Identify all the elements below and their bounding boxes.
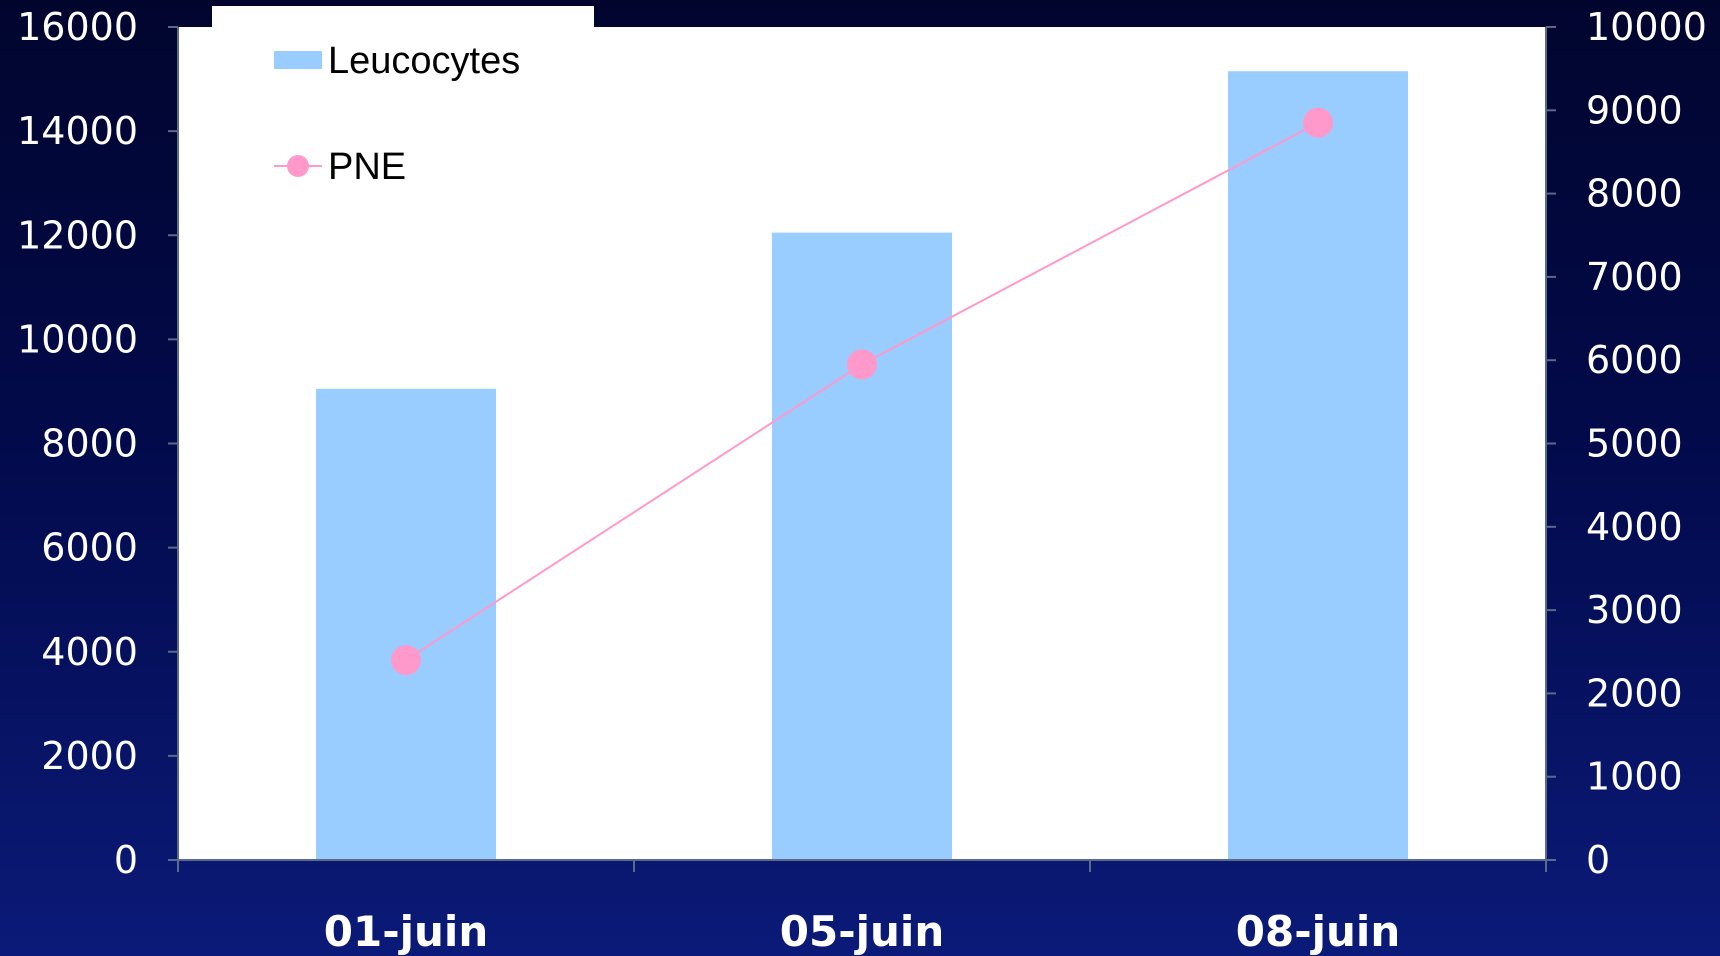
- tick-right-label-0: 0: [1586, 838, 1610, 882]
- legend-label-leucocytes: Leucocytes: [328, 40, 520, 82]
- tick-right-label-10000: 10000: [1586, 5, 1707, 49]
- tick-right-label-5000: 5000: [1586, 422, 1683, 466]
- tick-right-label-1000: 1000: [1586, 755, 1683, 799]
- tick-right-label-2000: 2000: [1586, 671, 1683, 715]
- legend: Leucocytes PNE: [274, 40, 520, 188]
- tick-right-label-3000: 3000: [1586, 588, 1683, 632]
- tick-right-label-6000: 6000: [1586, 338, 1683, 382]
- tick-left-label-0: 0: [114, 838, 138, 882]
- bar-leucocytes-0: [316, 388, 496, 860]
- point-pne-0: [391, 645, 421, 676]
- tick-left-label-16000: 16000: [17, 5, 138, 49]
- tick-x-label-0: 01-juin: [324, 907, 488, 956]
- bars-group: [316, 71, 1408, 861]
- legend-box: [212, 6, 594, 27]
- legend-label-pne: PNE: [328, 146, 406, 188]
- tick-right-label-8000: 8000: [1586, 172, 1683, 216]
- tick-left-label-8000: 8000: [41, 422, 138, 466]
- tick-x-label-1: 05-juin: [780, 907, 944, 956]
- tick-left-label-14000: 14000: [17, 109, 138, 153]
- tick-x-label-2: 08-juin: [1236, 907, 1400, 956]
- lines-group: [391, 107, 1333, 676]
- bar-leucocytes-2: [1228, 71, 1408, 861]
- tick-left-label-2000: 2000: [41, 734, 138, 778]
- tick-right-label-7000: 7000: [1586, 255, 1683, 299]
- bar-leucocytes-1: [772, 232, 952, 861]
- tick-left-label-10000: 10000: [17, 317, 138, 361]
- tick-right-label-4000: 4000: [1586, 505, 1683, 549]
- tick-left-label-12000: 12000: [17, 213, 138, 257]
- point-pne-1: [847, 349, 877, 380]
- axes-group: 0 2000 4000 6000 8000 10000 12000 14000 16000 0 10…: [17, 5, 1707, 956]
- legend-marker-pne: [287, 155, 309, 177]
- tick-left-label-4000: 4000: [41, 630, 138, 674]
- point-pne-2: [1303, 107, 1333, 138]
- tick-left-label-6000: 6000: [41, 526, 138, 570]
- legend-swatch-leucocytes: [274, 51, 322, 69]
- tick-right-label-9000: 9000: [1586, 88, 1683, 132]
